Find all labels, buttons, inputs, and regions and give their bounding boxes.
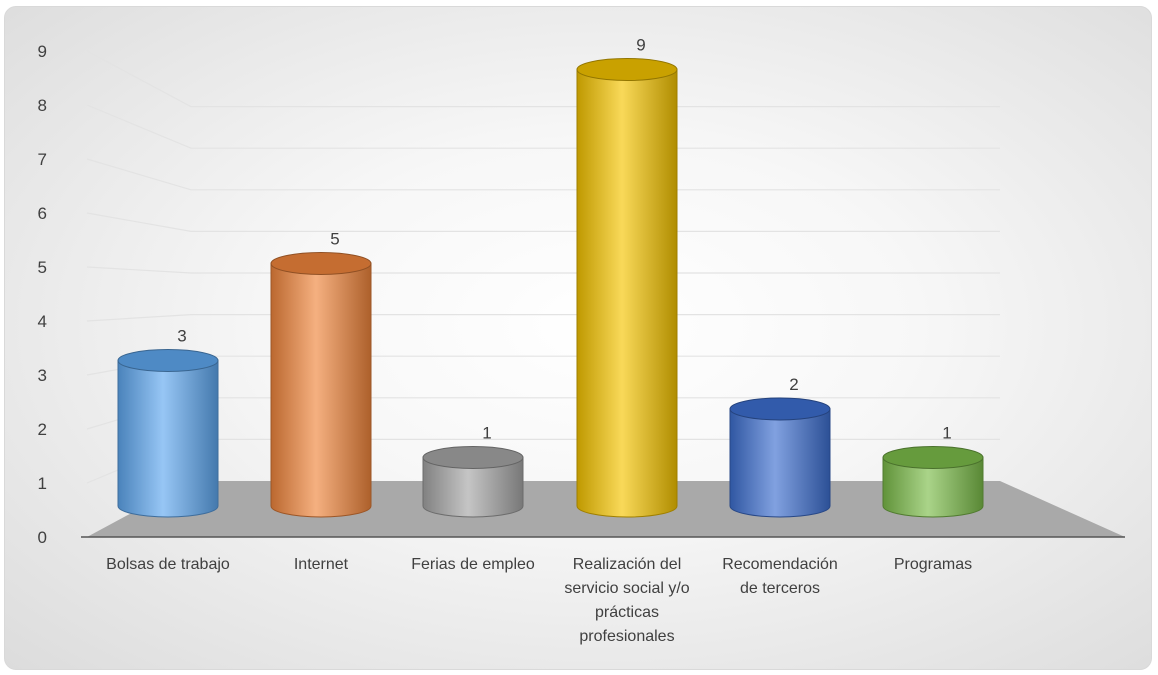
bar-body bbox=[422, 457, 524, 518]
bar-body bbox=[729, 408, 831, 518]
category-label: Internet bbox=[294, 556, 349, 573]
bar-top bbox=[576, 58, 678, 81]
data-label: 3 bbox=[177, 327, 186, 346]
bar-top bbox=[422, 446, 524, 469]
category-label: Bolsas de trabajo bbox=[106, 556, 230, 573]
bar-top bbox=[117, 349, 219, 372]
data-label: 5 bbox=[330, 230, 339, 249]
gridline bbox=[86, 158, 1000, 191]
bar-body bbox=[270, 263, 372, 518]
bars-layer bbox=[117, 58, 984, 518]
gridline bbox=[86, 438, 1000, 484]
bar-3 bbox=[422, 446, 524, 518]
y-tick-label: 2 bbox=[38, 420, 47, 439]
y-tick-label: 8 bbox=[38, 96, 47, 115]
y-tick-label: 6 bbox=[38, 204, 47, 223]
data-label: 9 bbox=[636, 36, 645, 55]
gridline bbox=[86, 266, 1000, 274]
labels-layer: 3 5 1 9 2 1 Bolsas de trabajo Internet Ferias de… bbox=[106, 36, 972, 646]
y-tick-label: 0 bbox=[38, 528, 47, 547]
bar-6 bbox=[882, 446, 984, 518]
bar-top bbox=[729, 397, 831, 421]
bar-4 bbox=[576, 58, 678, 518]
bar-2 bbox=[270, 252, 372, 518]
y-tick-label: 9 bbox=[38, 42, 47, 61]
gridline bbox=[86, 50, 1000, 108]
gridline bbox=[86, 104, 1000, 149]
bar-body bbox=[882, 457, 984, 518]
chart-frame: 0 1 2 3 4 5 6 7 8 9 3 5 1 9 2 1 Bolsas de trabajo Intern… bbox=[4, 6, 1152, 670]
category-label: Ferias de empleo bbox=[411, 556, 535, 573]
y-tick-label: 1 bbox=[38, 474, 47, 493]
y-tick-label: 7 bbox=[38, 150, 47, 169]
bar-top bbox=[882, 446, 984, 469]
y-tick-label: 3 bbox=[38, 366, 47, 385]
bar-1 bbox=[117, 349, 219, 518]
bar-top bbox=[270, 252, 372, 275]
axis-layer: 0 1 2 3 4 5 6 7 8 9 bbox=[38, 42, 47, 547]
data-label: 1 bbox=[482, 424, 491, 443]
gridline bbox=[86, 397, 1000, 430]
chart-svg: 0 1 2 3 4 5 6 7 8 9 3 5 1 9 2 1 Bolsas de trabajo Intern… bbox=[38, 36, 1125, 646]
bar-body bbox=[576, 69, 678, 518]
gridline bbox=[86, 355, 1000, 376]
category-label: Programas bbox=[894, 556, 972, 573]
data-label: 2 bbox=[789, 375, 798, 394]
gridline bbox=[86, 212, 1000, 232]
y-tick-label: 4 bbox=[38, 312, 47, 331]
category-label: Recomendación de terceros bbox=[722, 556, 838, 597]
grid-layer bbox=[86, 50, 1000, 484]
y-tick-label: 5 bbox=[38, 258, 47, 277]
category-label: Realización del servicio social y/o prácti… bbox=[564, 556, 689, 645]
data-label: 1 bbox=[942, 424, 951, 443]
bar-body bbox=[117, 360, 219, 518]
bar-5 bbox=[729, 397, 831, 518]
gridline bbox=[86, 314, 1000, 322]
